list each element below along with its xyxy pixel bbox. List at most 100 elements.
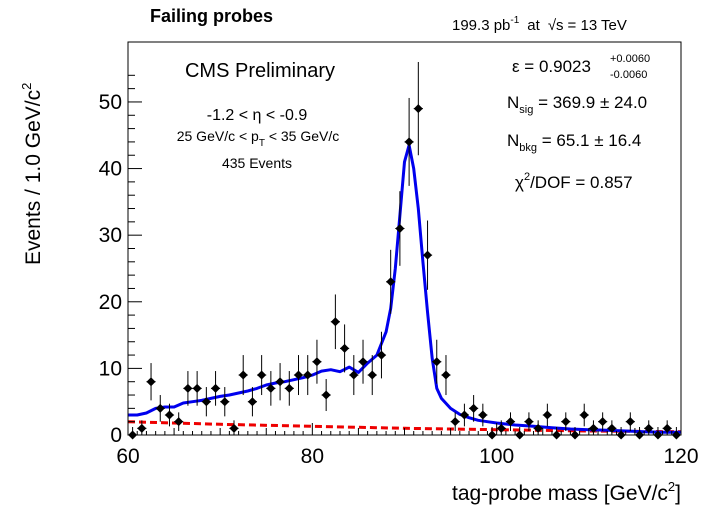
data-point-marker [386, 277, 396, 287]
x-tick-label: 60 [116, 445, 139, 468]
data-point-marker [137, 423, 147, 433]
data-point-marker [183, 383, 193, 393]
data-point-marker [533, 423, 543, 433]
x-tick-label: 120 [663, 445, 698, 468]
data-point-marker [459, 410, 469, 420]
data-point [505, 412, 516, 432]
y-tick-label: 40 [99, 158, 122, 181]
data-point-marker [349, 370, 359, 380]
data-point [303, 355, 313, 396]
data-point [533, 420, 543, 435]
data-point [469, 395, 479, 422]
data-point-marker [294, 370, 304, 380]
data-point-marker [404, 137, 414, 147]
data-point-marker [275, 377, 285, 387]
data-point-marker [478, 410, 488, 420]
data-point-marker [155, 403, 165, 413]
data-point-marker [432, 357, 442, 367]
data-point-marker [358, 357, 368, 367]
data-point [376, 331, 387, 379]
data-point-marker [423, 250, 433, 260]
data-point [238, 355, 248, 396]
y-tick-label: 20 [99, 291, 122, 314]
data-point-marker [201, 397, 211, 407]
data-point [607, 420, 617, 435]
x-axis-label: tag-probe mass [GeV/c2] [452, 479, 681, 505]
data-point [266, 371, 276, 406]
x-tick-label: 100 [479, 445, 514, 468]
data-point-marker [625, 417, 635, 427]
data-point-marker [211, 383, 221, 393]
plot-area [127, 61, 682, 440]
efficiency-up-error: +0.0060 [610, 53, 650, 65]
data-point [349, 355, 359, 396]
nbkg-label: Nbkg = 65.1 ± 16.4 [507, 131, 641, 154]
chi2-label: χ2/DOF = 0.857 [515, 171, 633, 192]
data-point-marker [662, 423, 672, 433]
data-point-marker [340, 343, 350, 353]
data-point [146, 363, 156, 401]
data-point-marker [266, 383, 276, 393]
lumi-label: 199.3 pb-1 at √s = 13 TeV [452, 15, 627, 34]
y-tick-label: 0 [110, 424, 122, 447]
data-point-marker [312, 357, 322, 367]
data-point-marker [330, 317, 340, 327]
data-point-marker [505, 417, 515, 427]
data-point [496, 420, 506, 435]
data-point [192, 371, 202, 406]
data-point [404, 97, 414, 186]
data-point-marker [220, 397, 230, 407]
data-point-marker [450, 417, 460, 427]
data-point [395, 191, 405, 266]
data-point [561, 412, 571, 432]
data-point [367, 355, 377, 396]
data-point-marker [146, 377, 156, 387]
data-point-marker [229, 423, 239, 433]
data-point-marker [644, 423, 654, 433]
data-point-marker [321, 390, 331, 400]
data-point [330, 294, 340, 350]
y-tick-label: 30 [99, 224, 122, 247]
efficiency-down-error: -0.0060 [610, 69, 647, 81]
data-point-marker [247, 397, 257, 407]
data-point [220, 387, 230, 417]
data-point-marker [284, 383, 294, 393]
data-point [257, 355, 267, 396]
data-point [155, 395, 165, 422]
data-point [358, 339, 368, 384]
data-point [312, 339, 322, 384]
data-point-marker [469, 403, 479, 413]
data-point [459, 403, 470, 427]
data-point [183, 371, 193, 406]
data-point [229, 420, 239, 435]
eta-selection-label: -1.2 < η < -0.9 [207, 107, 308, 124]
data-point-marker [257, 370, 267, 380]
data-point [284, 371, 294, 406]
data-point-marker [561, 417, 571, 427]
data-point-marker [174, 417, 184, 427]
y-axis: 0 10 20 30 40 50 [99, 74, 142, 447]
data-point [598, 412, 608, 432]
data-point [339, 324, 350, 373]
y-axis-label: Events / 1.0 GeV/c2 [19, 83, 45, 265]
data-point-marker [164, 410, 174, 420]
data-point [293, 355, 304, 396]
data-point [413, 61, 423, 156]
data-point-marker [524, 417, 534, 427]
data-point [644, 420, 654, 435]
data-point-marker [588, 423, 598, 433]
data-point [137, 420, 147, 435]
nsig-label: Nsig = 369.9 ± 24.0 [507, 93, 647, 116]
pt-selection-label: 25 GeV/c < pT < 35 GeV/c [177, 128, 340, 149]
y-tick-label: 50 [99, 91, 122, 114]
data-point [478, 403, 488, 427]
data-point-marker [579, 410, 589, 420]
data-point [321, 379, 331, 412]
data-point [450, 412, 460, 432]
event-count-label: 435 Events [222, 155, 292, 171]
data-point [432, 339, 442, 384]
data-point [625, 412, 635, 432]
data-point-marker [598, 417, 608, 427]
data-point [662, 420, 672, 435]
